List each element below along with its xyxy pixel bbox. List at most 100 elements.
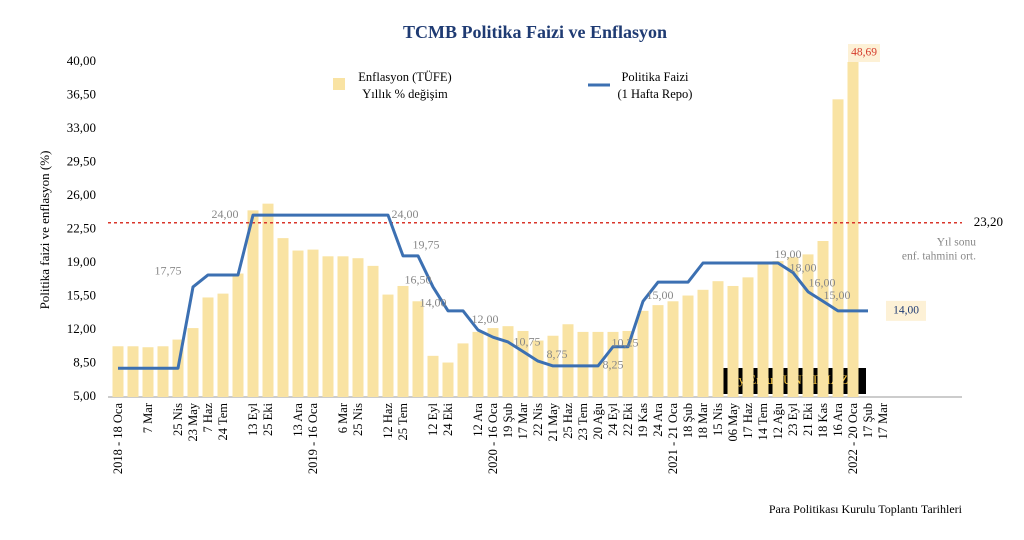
bar [427, 355, 439, 397]
x-tick-label: 06 May [726, 402, 740, 441]
x-tick-label: 24 Ara [651, 403, 665, 437]
bar [157, 346, 169, 397]
x-tick-label: 12 Ağu [771, 402, 785, 439]
bar [217, 293, 229, 397]
value-label-box [886, 300, 926, 321]
bar [772, 261, 784, 397]
bar [622, 330, 634, 397]
bar [457, 343, 469, 397]
x-tick-label: 15 Nis [711, 403, 725, 436]
x-tick-label: 25 Nis [351, 403, 365, 436]
value-label: 8,75 [547, 347, 568, 361]
bar [142, 347, 154, 397]
x-tick-label: 24 Tem [216, 403, 230, 441]
bar [757, 263, 769, 397]
value-label-box [848, 44, 880, 62]
x-tick-label: 25 Nis [171, 403, 185, 436]
x-tick-label: 2020 - 16 Oca [486, 403, 500, 475]
y-tick-label: 12,00 [67, 321, 96, 336]
x-tick-label: 22 Nis [531, 403, 545, 436]
bar [832, 99, 844, 397]
x-tick-label: 19 Şub [501, 403, 515, 438]
y-tick-label: 22,50 [67, 220, 96, 235]
value-label: 19,00 [775, 247, 802, 261]
y-tick-label: 19,00 [67, 254, 96, 269]
y-tick-label: 15,50 [67, 287, 96, 302]
x-tick-label: 23 Eyl [786, 402, 800, 436]
x-tick-label: 2021 - 21 Oca [666, 403, 680, 475]
legend-label: Enflasyon (TÜFE) [358, 70, 451, 84]
bar [517, 330, 529, 397]
value-label: 15,00 [824, 288, 851, 302]
y-tick-label: 5,00 [73, 388, 96, 403]
chart-title: TCMB Politika Faizi ve Enflasyon [403, 22, 667, 42]
bar [322, 256, 334, 397]
bar [442, 362, 454, 397]
value-label: 15,00 [647, 288, 674, 302]
x-tick-label: 23 May [186, 402, 200, 441]
rate-line [118, 213, 868, 370]
x-tick-label: 24 Eki [441, 402, 455, 436]
x-tick-label: 14 Tem [756, 403, 770, 441]
y-axis-label: Politika faizi ve enflasyon (%) [37, 151, 52, 310]
x-tick-label: 17 Mar [516, 402, 530, 439]
x-tick-label: 24 Eyl [606, 402, 620, 436]
x-tick-label: 23 Tem [576, 403, 590, 441]
x-tick-label: 13 Ara [291, 403, 305, 437]
x-tick-label: 18 Mar [696, 402, 710, 439]
bar [487, 328, 499, 397]
reference-label: 23,20 [974, 214, 1003, 229]
value-label: 12,00 [472, 312, 499, 326]
bar [697, 289, 709, 397]
bar [637, 310, 649, 397]
x-tick-label: 18 Kas [816, 403, 830, 438]
value-label: 16,50 [405, 273, 432, 287]
bar [817, 240, 829, 397]
y-tick-label: 26,00 [67, 187, 96, 202]
bar [112, 346, 124, 397]
value-label: 14,00 [893, 304, 919, 316]
bar [367, 265, 379, 397]
x-axis-label: Para Politikası Kurulu Toplantı Tarihler… [769, 502, 963, 516]
x-tick-label: 25 Eki [261, 402, 275, 436]
x-tick-label: 17 Şub [861, 403, 875, 438]
y-tick-label: 29,50 [67, 153, 96, 168]
value-label: 24,00 [212, 207, 239, 221]
value-label: 19,75 [413, 238, 440, 252]
x-tick-label: 19 Kas [636, 403, 650, 438]
x-tick-label: 13 Eyl [246, 402, 260, 436]
bar [472, 331, 484, 397]
bar [307, 249, 319, 397]
bar [727, 285, 739, 397]
x-tick-label: 18 Şub [681, 403, 695, 438]
bar [412, 301, 424, 397]
bar [562, 324, 574, 397]
bar [127, 346, 139, 397]
y-tick-label: 8,50 [73, 354, 96, 369]
bar [652, 305, 664, 397]
x-tick-label: 22 Eki [621, 402, 635, 436]
x-tick-label: 2022 - 20 Oca [846, 403, 860, 475]
x-tick-label: 6 Mar [336, 402, 350, 433]
value-label: 8,25 [603, 358, 624, 372]
reference-note: enf. tahmini ort. [902, 250, 976, 262]
x-tick-label: 25 Tem [396, 403, 410, 441]
x-tick-label: 25 Haz [561, 403, 575, 439]
bar [802, 254, 814, 397]
bar [292, 250, 304, 397]
x-tick-label: 7 Mar [141, 402, 155, 433]
bar [352, 258, 364, 397]
bar [202, 297, 214, 397]
value-label: 16,00 [809, 275, 836, 289]
x-tick-label: 12 Ara [471, 403, 485, 437]
x-tick-label: 21 Eki [801, 402, 815, 436]
value-label: 14,00 [420, 296, 447, 310]
bar [337, 256, 349, 397]
plot-area [112, 62, 859, 397]
x-tick-label: 2018 - 18 Oca [111, 403, 125, 475]
bar [397, 285, 409, 397]
reference-note: Yıl sonu [937, 236, 977, 248]
value-label: 10,25 [612, 336, 639, 350]
